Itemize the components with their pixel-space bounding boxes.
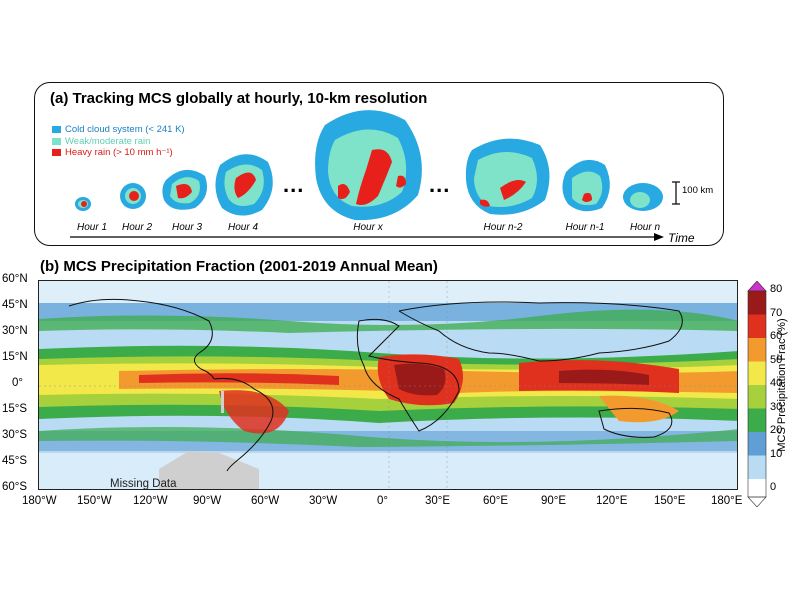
colorbar-bin (748, 361, 766, 385)
scale-bar (672, 181, 680, 205)
mcs-hour-3 (162, 169, 208, 210)
lat-tick: 45°S (2, 455, 28, 467)
hour-label: Hour x (353, 222, 383, 233)
colorbar-tick: 10 (770, 448, 783, 460)
colorbar-tick: 40 (770, 377, 783, 389)
colorbar-label: MCS Precipitation Frac (%) (776, 318, 788, 452)
legend-label: Cold cloud system (< 241 K) (65, 124, 185, 135)
colorbar-tick: 80 (770, 283, 783, 295)
hour-label: Hour 1 (76, 222, 108, 233)
lon-tick: 180°E (711, 495, 743, 507)
colorbar-bin (748, 479, 766, 497)
colorbar-tick: 20 (770, 424, 783, 436)
legend-swatch-heavy-rain (52, 149, 61, 157)
missing-data-label: Missing Data (110, 478, 177, 490)
hour-label: Hour 3 (171, 222, 203, 233)
lon-tick: 120°W (133, 495, 168, 507)
lon-tick: 30°W (309, 495, 338, 507)
colorbar (747, 281, 767, 507)
lon-tick: 90°E (541, 495, 567, 507)
mcs-hour-4 (215, 154, 273, 216)
colorbar-tick: 50 (770, 354, 783, 366)
lon-tick: 120°E (596, 495, 628, 507)
colorbar-tick: 0 (770, 481, 777, 493)
panel-a-title: (a) Tracking MCS globally at hourly, 10-… (50, 90, 428, 107)
lat-tick: 30°S (2, 429, 28, 441)
legend-label: Weak/moderate rain (65, 135, 151, 147)
legend-label: Heavy rain (> 10 mm h⁻¹) (65, 147, 173, 158)
lat-tick: 15°N (2, 351, 28, 363)
lon-tick: 90°W (193, 495, 222, 507)
time-label: Time (668, 231, 695, 245)
legend-item-cold-cloud: Cold cloud system (< 241 K) (52, 124, 185, 136)
lat-tick: 30°N (2, 325, 28, 337)
colorbar-bin (748, 385, 766, 409)
mcs-hour-1 (75, 197, 91, 211)
colorbar-bin (748, 291, 766, 315)
hour-label: Hour n (629, 222, 661, 233)
panel-b-title: (b) MCS Precipitation Fraction (2001-201… (40, 258, 438, 275)
colorbar-bin (748, 455, 766, 479)
lon-tick: 30°E (425, 495, 451, 507)
mcs-hour-2 (120, 183, 146, 209)
hour-label: Hour 4 (227, 222, 259, 233)
panel-a-frame (34, 82, 724, 246)
colorbar-tick: 70 (770, 307, 783, 319)
ellipsis-2: ... (429, 172, 451, 197)
lat-tick: 60°N (2, 273, 28, 285)
mcs-hour-n-2 (465, 138, 550, 215)
colorbar-bin (748, 338, 766, 362)
legend-item-weak-rain: Weak/moderate rain (52, 136, 185, 148)
lon-tick: 150°E (654, 495, 686, 507)
lat-tick: 0° (12, 377, 23, 389)
legend-swatch-weak-rain (52, 137, 61, 145)
hour-label: Hour n-1 (565, 222, 605, 233)
lat-tick: 15°S (2, 403, 28, 415)
colorbar-tick: 30 (770, 401, 783, 413)
legend-item-heavy-rain: Heavy rain (> 10 mm h⁻¹) (52, 147, 185, 159)
colorbar-bin (748, 314, 766, 338)
hour-label: Hour 2 (121, 222, 153, 233)
lon-tick: 60°E (483, 495, 509, 507)
colorbar-extend-top (747, 281, 767, 292)
colorbar-bin (748, 432, 766, 456)
lat-tick: 45°N (2, 299, 28, 311)
mcs-hour-n-1 (562, 159, 610, 212)
mcs-hour-n (623, 183, 663, 211)
hour-label: Hour n-2 (483, 222, 523, 233)
lon-tick: 60°W (251, 495, 280, 507)
lon-tick: 180°W (22, 495, 57, 507)
time-arrow (70, 233, 664, 241)
scale-label: 100 km (682, 185, 714, 196)
colorbar-extend-bottom (747, 496, 767, 507)
legend-swatch-cold-cloud (52, 126, 61, 134)
lon-tick: 150°W (77, 495, 112, 507)
panel-a-legend: Cold cloud system (< 241 K) Weak/moderat… (52, 124, 185, 159)
colorbar-bin (748, 408, 766, 432)
ellipsis-1: ... (283, 172, 305, 197)
lat-tick: 60°S (2, 481, 28, 493)
lon-tick: 0° (377, 495, 388, 507)
precipitation-map (38, 280, 738, 490)
map-svg (39, 281, 737, 489)
mcs-hour-x (315, 110, 422, 221)
colorbar-tick: 60 (770, 330, 783, 342)
